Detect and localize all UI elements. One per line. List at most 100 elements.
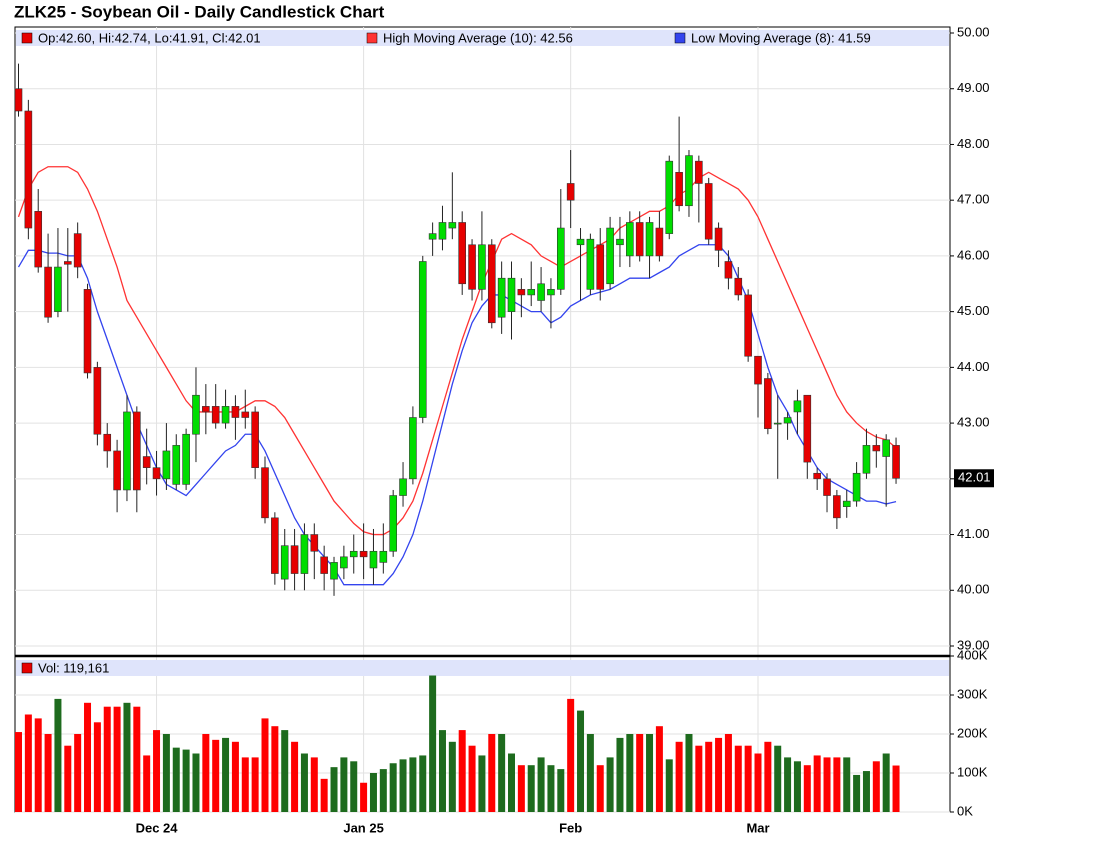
volume-bar (527, 765, 535, 812)
volume-bar (369, 773, 377, 812)
volume-bar (616, 737, 624, 812)
volume-bar (764, 741, 772, 812)
legend-swatch (674, 32, 686, 44)
volume-bar (793, 761, 801, 812)
volume-bar (44, 734, 52, 812)
volume-bar (784, 757, 792, 812)
volume-bar (133, 706, 141, 812)
candle-body (271, 517, 279, 574)
candle-body (616, 238, 624, 246)
candle-body (113, 450, 121, 491)
volume-legend: Vol: 119,161 (38, 660, 109, 675)
candle-body (241, 411, 250, 418)
volume-bar (153, 730, 161, 812)
candle-body (754, 355, 762, 385)
candle-body (695, 160, 703, 184)
candle-body (586, 238, 595, 290)
candle-body (202, 406, 210, 413)
candle-body (64, 261, 72, 265)
candle-body (596, 244, 605, 290)
volume-bar (665, 759, 673, 812)
candle-body (665, 160, 674, 234)
legend-swatch (21, 32, 33, 44)
volume-bar (438, 730, 446, 812)
candle-body (517, 289, 526, 296)
candle-body (773, 422, 782, 425)
y-tick-label: 39.00 (957, 637, 990, 652)
volume-bar (823, 757, 831, 812)
candle-body (349, 550, 358, 558)
volume-bar (685, 734, 693, 812)
candle-body (54, 266, 62, 312)
volume-bar (577, 710, 585, 812)
candle-body (418, 261, 427, 418)
volume-bar (478, 755, 486, 812)
candle-body (133, 411, 141, 491)
volume-bar (74, 734, 82, 812)
volume-bar (162, 734, 170, 812)
volume-bar (202, 734, 210, 812)
candle-body (438, 222, 447, 240)
candle-body (626, 222, 634, 257)
volume-bar (103, 706, 111, 812)
volume-bar (675, 741, 683, 812)
plot-frame (14, 26, 951, 813)
volume-bar (636, 734, 644, 812)
legend-entry: High Moving Average (10): 42.56 (383, 30, 573, 45)
volume-bar (379, 769, 387, 812)
volume-bar (744, 745, 752, 812)
volume-bar (537, 757, 545, 812)
volume-bar (626, 734, 634, 812)
candle-body (448, 222, 457, 229)
candle-body (34, 211, 43, 268)
volume-bar (508, 753, 515, 812)
candle-body (221, 406, 230, 424)
volume-bar (24, 714, 32, 812)
y-tick-label: 47.00 (957, 192, 990, 207)
volume-bar (655, 726, 663, 812)
candle-body (675, 172, 683, 207)
volume-bar (212, 739, 220, 812)
candle-body (852, 472, 861, 502)
legend-swatch (366, 32, 378, 44)
volume-bar (715, 737, 723, 812)
volume-bar (586, 734, 594, 812)
candle-body (842, 500, 851, 507)
volume-legend-band (16, 660, 949, 676)
candle-body (369, 550, 378, 569)
volume-bar (517, 765, 525, 812)
volume-bar (774, 745, 782, 812)
candle-body (172, 445, 181, 485)
candle-body (783, 417, 792, 424)
candle-body (645, 222, 654, 257)
volume-bar (872, 761, 880, 812)
candle-body (478, 244, 486, 290)
volume-bar (557, 769, 565, 812)
y-tick-label: 50.00 (957, 24, 990, 39)
candle-body (428, 233, 437, 240)
candle-body (73, 233, 82, 268)
marks (14, 63, 900, 812)
volume-bar (429, 675, 437, 812)
volume-bar (813, 755, 821, 812)
volume-bar (646, 734, 654, 812)
volume-bar (360, 782, 368, 812)
volume-bar (192, 753, 200, 812)
candle-body (704, 183, 713, 240)
candle-body (162, 450, 171, 480)
volume-bar (468, 745, 476, 812)
candle-body (310, 534, 319, 552)
volume-bar (291, 741, 299, 812)
x-tick-label: Feb (559, 820, 582, 835)
candle-body (793, 400, 802, 413)
candle-body (251, 411, 259, 468)
candle-body (547, 289, 555, 296)
volume-bar (182, 749, 190, 812)
volume-bar (172, 747, 180, 812)
volume-bar (123, 702, 131, 812)
volume-bar (843, 757, 851, 812)
y-tick-label: 49.00 (957, 80, 990, 95)
volume-bar (241, 757, 249, 812)
candle-body (280, 545, 289, 580)
